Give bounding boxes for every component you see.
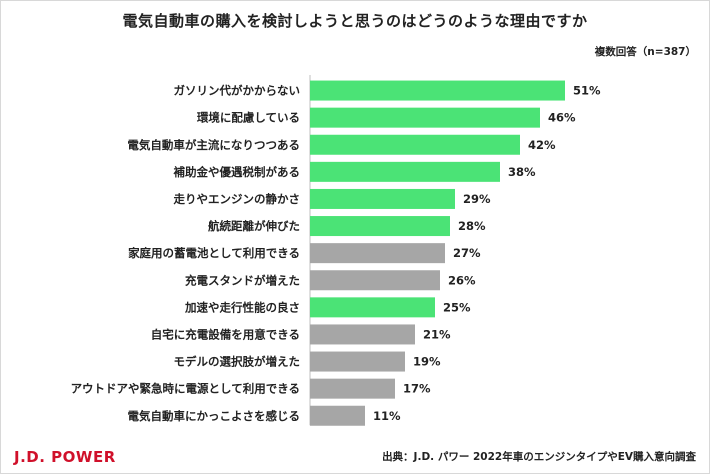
bar [310, 405, 365, 426]
value-label: 42% [528, 138, 556, 152]
bar [310, 161, 500, 182]
chart-title: 電気自動車の購入を検討しようと思うのはどうのような理由ですか [122, 12, 588, 30]
category-label: 充電スタンドが増えた [185, 273, 300, 287]
value-label: 38% [508, 165, 536, 179]
category-label: 航続距離が伸びた [208, 219, 300, 233]
bar [310, 270, 440, 291]
category-label: 環境に配慮している [197, 111, 300, 125]
source-note: 出典：J.D. パワー 2022年車のエンジンタイプやEV購入意向調査 [382, 451, 696, 463]
brand-logo: J.D. POWER [14, 448, 116, 466]
value-label: 27% [453, 246, 481, 260]
bar [310, 107, 540, 128]
category-label: 家庭用の蓄電池として利用できる [128, 246, 300, 260]
value-label: 11% [373, 409, 401, 423]
value-label: 21% [423, 327, 451, 341]
bar [310, 351, 405, 372]
bar [310, 134, 520, 155]
value-label: 26% [448, 273, 476, 287]
category-label: 電気自動車が主流になりつつある [127, 138, 300, 152]
category-label: 補助金や優遇税制がある [173, 165, 301, 179]
value-label: 25% [443, 300, 471, 314]
bar [310, 80, 565, 101]
category-label: アウトドアや緊急時に電源として利用できる [71, 382, 300, 396]
value-label: 51% [573, 84, 601, 98]
category-label: 加速や走行性能の良さ [184, 300, 300, 314]
bar [310, 188, 455, 209]
bar [310, 324, 415, 345]
value-label: 29% [463, 192, 491, 206]
bar [310, 378, 395, 399]
value-label: 28% [458, 219, 486, 233]
category-label: 自宅に充電設備を用意できる [151, 327, 300, 341]
value-label: 17% [403, 382, 431, 396]
value-label: 19% [413, 355, 441, 369]
category-label: ガソリン代がかからない [174, 84, 301, 98]
category-label: モデルの選択肢が増えた [174, 355, 301, 369]
bar [310, 297, 435, 318]
sample-note: 複数回答（n=387） [594, 46, 696, 58]
value-label: 46% [548, 111, 576, 125]
category-label: 電気自動車にかっこよさを感じる [128, 409, 301, 423]
bar [310, 243, 445, 264]
bar [310, 216, 450, 237]
category-label: 走りやエンジンの静かさ [173, 192, 301, 206]
